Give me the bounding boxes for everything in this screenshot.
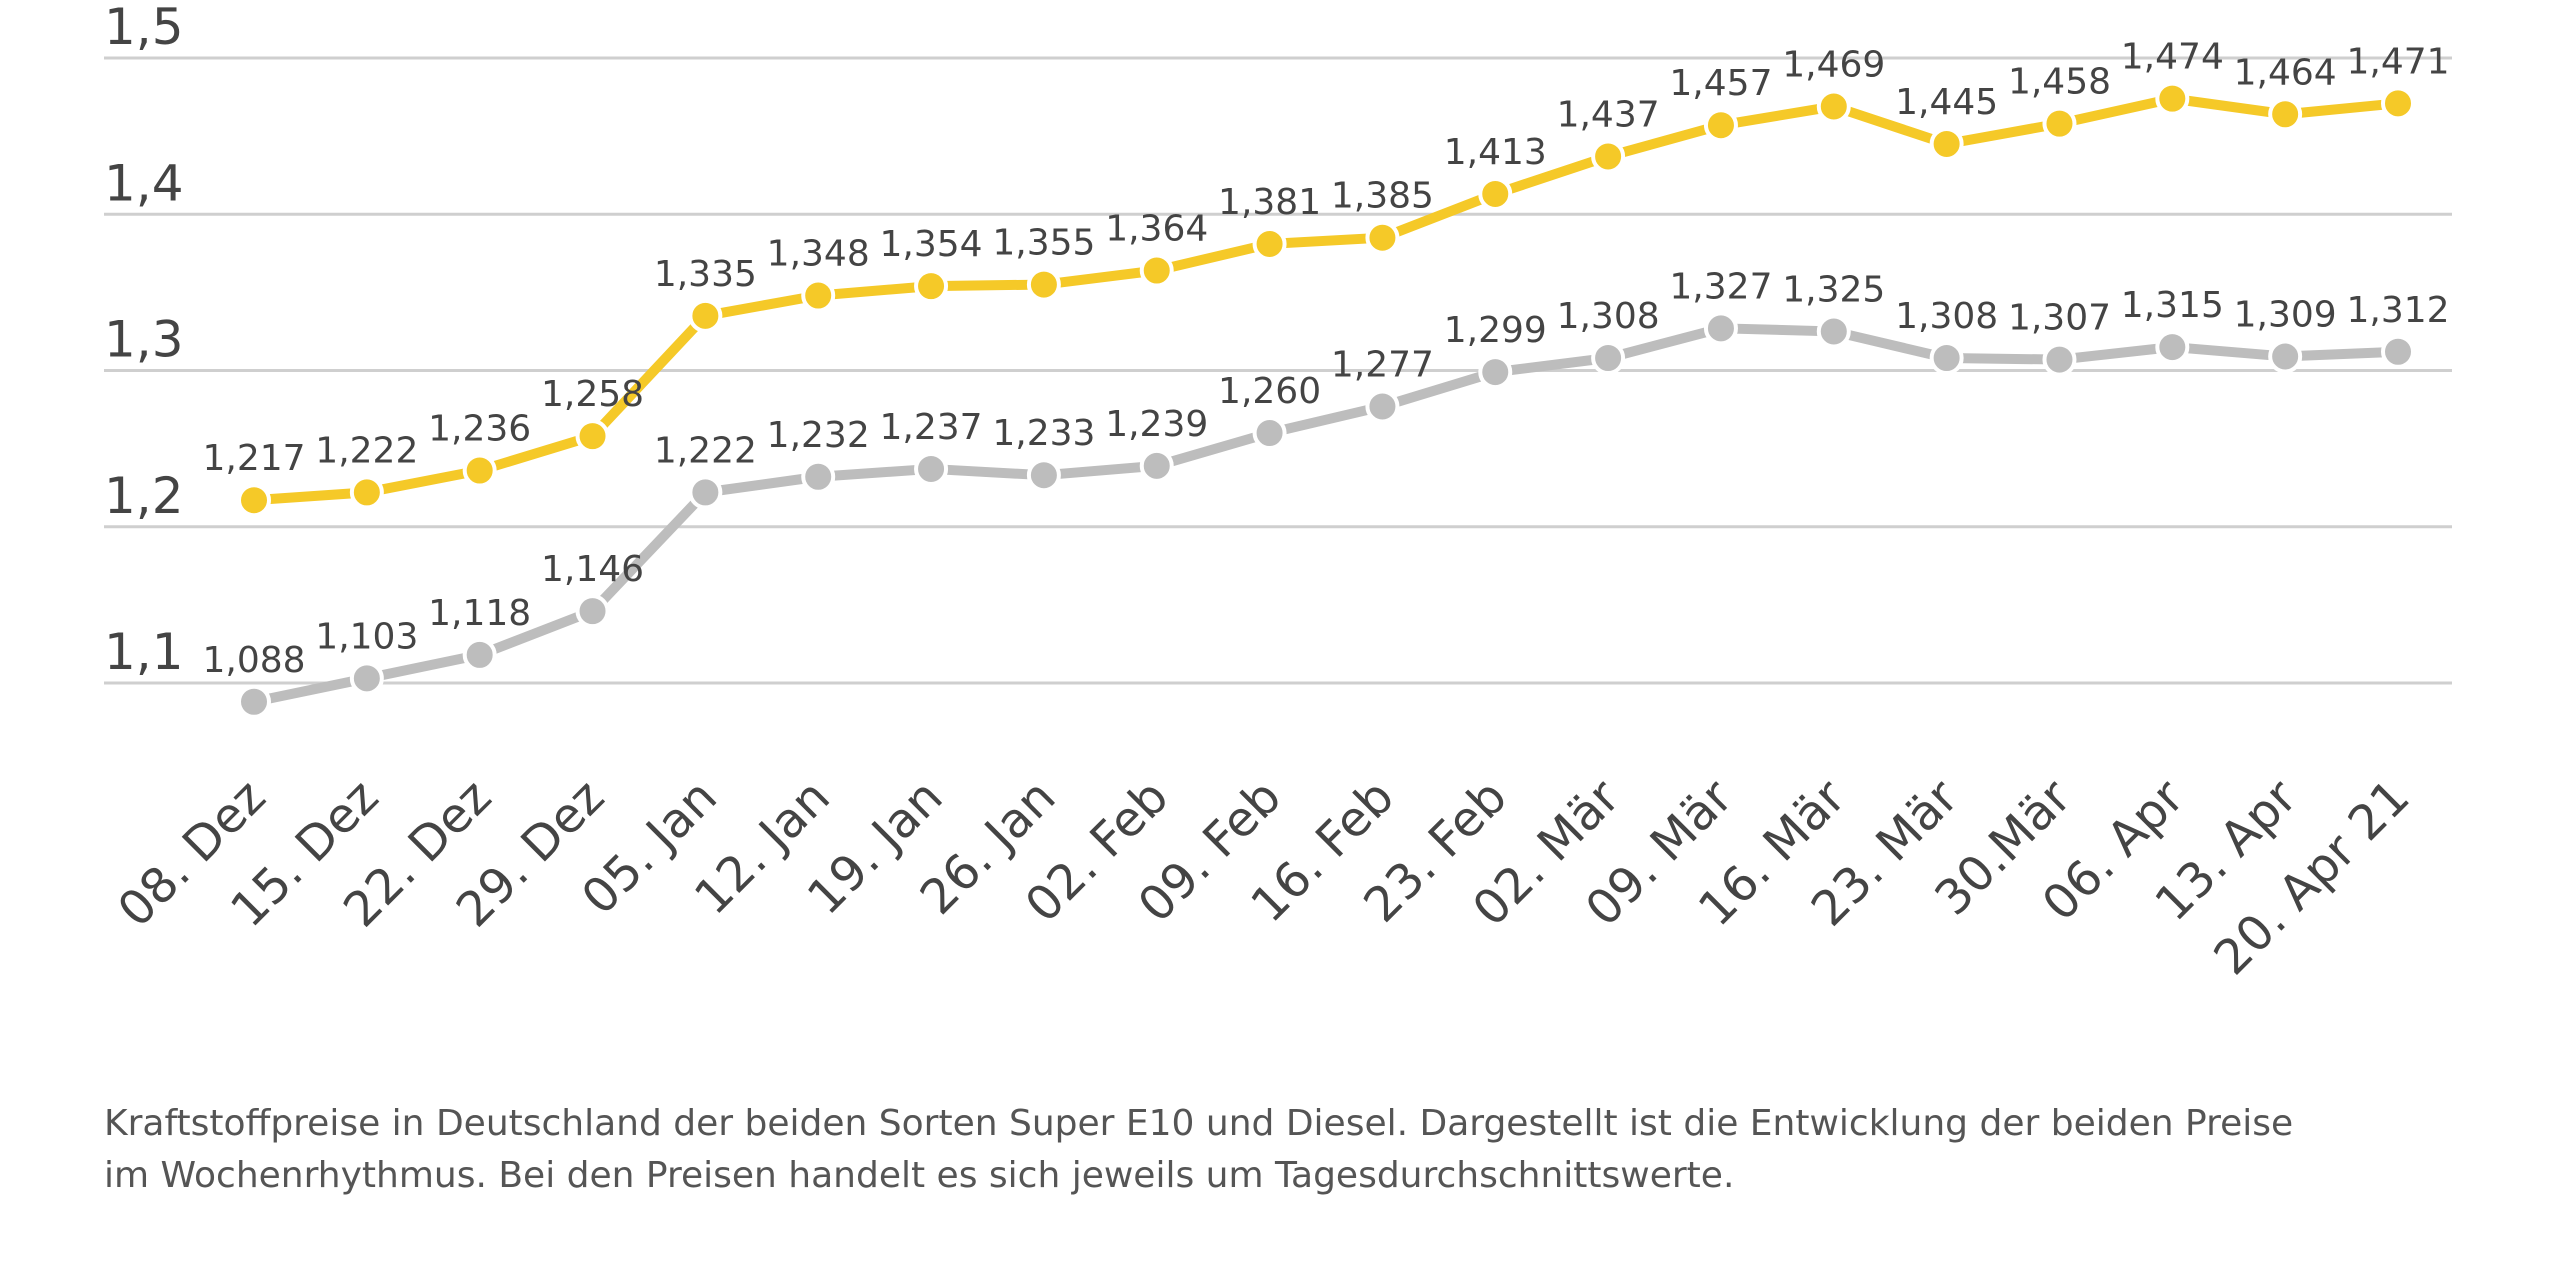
y-tick-label: 1,2 xyxy=(104,467,184,525)
data-point xyxy=(1026,267,1061,302)
data-label: 1,222 xyxy=(654,430,757,471)
data-point xyxy=(801,459,836,494)
data-point xyxy=(2155,81,2190,116)
data-label: 1,381 xyxy=(1218,182,1321,223)
data-point xyxy=(1816,89,1851,124)
data-label: 1,325 xyxy=(1782,269,1885,310)
data-label: 1,464 xyxy=(2234,52,2337,93)
data-label: 1,315 xyxy=(2121,285,2224,326)
data-point xyxy=(1365,389,1400,424)
data-label: 1,309 xyxy=(2234,294,2337,335)
data-point xyxy=(1252,416,1287,450)
data-label: 1,308 xyxy=(1557,296,1660,337)
data-label: 1,307 xyxy=(2008,298,2111,339)
data-point xyxy=(1026,458,1061,493)
data-point xyxy=(1252,226,1287,261)
data-label: 1,312 xyxy=(2346,290,2449,331)
data-point xyxy=(2381,86,2415,121)
data-label: 1,458 xyxy=(2008,62,2111,103)
y-tick-label: 1,3 xyxy=(104,311,184,369)
data-label: 1,308 xyxy=(1895,296,1998,337)
data-point xyxy=(237,684,271,719)
data-label: 1,471 xyxy=(2346,41,2449,82)
data-point xyxy=(2042,342,2077,377)
data-label: 1,088 xyxy=(202,640,305,681)
data-label: 1,233 xyxy=(992,413,1095,454)
y-tick-label: 1,5 xyxy=(104,0,184,56)
data-point xyxy=(2381,334,2415,369)
data-point xyxy=(914,269,949,304)
data-point xyxy=(2268,97,2303,132)
data-label: 1,277 xyxy=(1331,344,1434,385)
data-point xyxy=(1365,220,1400,255)
data-point xyxy=(2268,339,2303,374)
data-point xyxy=(1591,139,1626,174)
data-point xyxy=(1929,126,1964,161)
data-label: 1,385 xyxy=(1331,176,1434,217)
data-point xyxy=(575,594,610,629)
data-point xyxy=(462,637,497,672)
data-point xyxy=(2155,330,2190,365)
data-point xyxy=(1478,176,1513,211)
series-line xyxy=(249,323,2403,707)
data-label: 1,327 xyxy=(1669,266,1772,307)
data-point xyxy=(2042,106,2077,141)
data-point xyxy=(1703,108,1738,143)
data-label: 1,445 xyxy=(1895,82,1998,123)
data-point xyxy=(349,475,384,510)
data-label: 1,260 xyxy=(1218,371,1321,412)
data-label: 1,299 xyxy=(1444,310,1547,351)
data-point xyxy=(1816,314,1851,349)
caption: Kraftstoffpreise in Deutschland der beid… xyxy=(104,1103,2294,1196)
data-point xyxy=(575,419,610,454)
data-label: 1,413 xyxy=(1444,132,1547,173)
data-label: 1,364 xyxy=(1105,209,1208,250)
data-point xyxy=(688,298,723,333)
data-point xyxy=(1478,355,1513,390)
data-point xyxy=(1703,311,1738,346)
data-label: 1,354 xyxy=(880,224,983,265)
data-label: 1,469 xyxy=(1782,44,1885,85)
data-label: 1,146 xyxy=(541,549,644,590)
data-point xyxy=(1591,341,1626,375)
y-tick-label: 1,4 xyxy=(104,154,184,212)
data-label: 1,348 xyxy=(767,234,870,275)
y-tick-label: 1,1 xyxy=(104,623,184,681)
data-point xyxy=(1139,448,1174,483)
data-point xyxy=(1929,341,1964,375)
data-point xyxy=(462,453,497,488)
data-point xyxy=(801,278,836,313)
data-label: 1,232 xyxy=(767,415,870,456)
data-label: 1,457 xyxy=(1669,63,1772,104)
data-label: 1,118 xyxy=(428,593,531,634)
data-label: 1,239 xyxy=(1105,404,1208,445)
data-label: 1,258 xyxy=(541,374,644,415)
data-point xyxy=(914,451,949,486)
data-label: 1,437 xyxy=(1557,94,1660,135)
data-point xyxy=(237,483,271,518)
data-point xyxy=(1139,253,1174,288)
data-label: 1,222 xyxy=(315,430,418,471)
data-label: 1,474 xyxy=(2121,37,2224,78)
data-label: 1,103 xyxy=(315,616,418,657)
data-label: 1,237 xyxy=(880,407,983,448)
data-label: 1,236 xyxy=(428,409,531,450)
data-point xyxy=(688,475,723,510)
data-label: 1,355 xyxy=(992,223,1095,264)
data-label: 1,217 xyxy=(202,438,305,479)
series-line xyxy=(249,93,2403,506)
data-point xyxy=(349,661,384,696)
data-label: 1,335 xyxy=(654,254,757,295)
